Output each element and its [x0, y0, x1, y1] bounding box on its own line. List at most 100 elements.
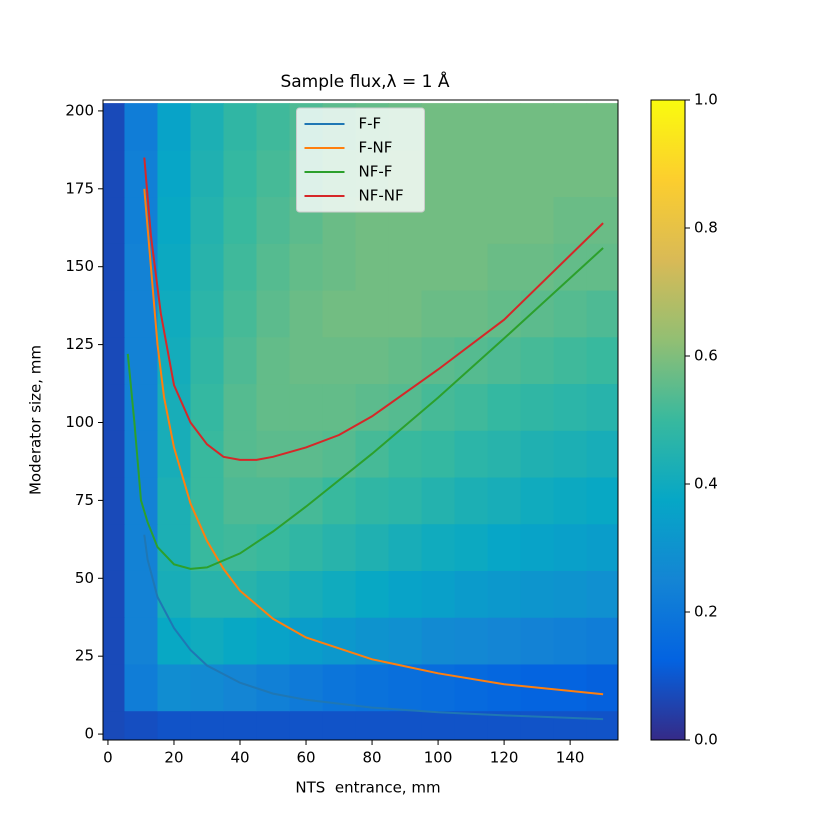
heat-cell — [487, 196, 522, 244]
heat-cell — [223, 383, 258, 431]
heat-cell — [124, 149, 158, 198]
heat-cell — [586, 290, 618, 338]
heat-cell — [520, 336, 555, 385]
heat-cell — [355, 570, 390, 618]
heat-cell — [388, 477, 423, 525]
axes-frame — [102, 99, 619, 741]
heat-cell — [421, 196, 456, 244]
y-axis-label: Moderator size, mm — [27, 345, 45, 495]
heat-cell — [553, 290, 588, 338]
heat-cell — [103, 430, 125, 478]
legend-label: F-NF — [359, 139, 393, 157]
heat-cell — [124, 523, 158, 571]
heat-cell — [190, 336, 224, 385]
heat-cell — [421, 149, 456, 198]
heat-cell — [487, 477, 522, 525]
heat-cell — [586, 663, 618, 712]
heat-cell — [103, 383, 125, 431]
heat-cell — [421, 103, 456, 151]
heat-cell — [256, 663, 291, 712]
heat-cell — [289, 570, 324, 618]
heat-cell — [388, 243, 423, 291]
heat-cell — [454, 383, 489, 431]
heat-cell — [421, 430, 456, 478]
series-line — [143, 534, 604, 721]
heat-cell — [322, 523, 357, 571]
heat-cell — [487, 149, 522, 198]
heat-cell — [355, 710, 390, 740]
heat-cell — [322, 336, 357, 385]
heat-cell — [256, 336, 291, 385]
heat-cell — [124, 290, 158, 338]
heat-cell — [421, 710, 456, 740]
heat-cell — [487, 243, 522, 291]
heat-cell — [388, 290, 423, 338]
heat-cell — [256, 477, 291, 525]
heat-cell — [586, 336, 618, 385]
x-tick-label: 20 — [164, 749, 183, 767]
heat-cell — [520, 196, 555, 244]
heat-cell — [190, 290, 224, 338]
heat-cell — [124, 430, 158, 478]
heat-cell — [553, 196, 588, 244]
heat-cell — [223, 149, 258, 198]
heat-cell — [289, 290, 324, 338]
heat-cell — [454, 430, 489, 478]
heat-cell — [223, 336, 258, 385]
heat-cell — [586, 430, 618, 478]
heat-cell — [586, 710, 618, 740]
heat-cell — [322, 710, 357, 740]
heat-cell — [487, 663, 522, 712]
heat-cell — [289, 710, 324, 740]
y-tick-label: 100 — [65, 413, 94, 431]
heat-cell — [103, 196, 125, 244]
heat-cell — [124, 383, 158, 431]
heat-cell — [454, 523, 489, 571]
heat-cell — [388, 570, 423, 618]
heat-cell — [223, 523, 258, 571]
heat-cell — [454, 477, 489, 525]
heat-cell — [289, 430, 324, 478]
heat-cell — [124, 663, 158, 712]
heat-cell — [190, 383, 224, 431]
heat-cell — [223, 196, 258, 244]
heat-cell — [421, 290, 456, 338]
heat-cell — [103, 290, 125, 338]
heat-cell — [454, 243, 489, 291]
heat-cell — [520, 617, 555, 665]
heat-cell — [553, 383, 588, 431]
heat-cell — [223, 570, 258, 618]
heat-cell — [322, 290, 357, 338]
heat-cell — [586, 383, 618, 431]
x-tick-label: 120 — [490, 749, 519, 767]
heat-cell — [157, 477, 191, 525]
chart-title: Sample flux,λ = 1 Å — [280, 70, 449, 92]
series-line — [126, 247, 604, 570]
series-line — [143, 157, 604, 461]
heat-cell — [157, 710, 191, 740]
legend-label: F-F — [359, 115, 382, 133]
heat-cell — [223, 663, 258, 712]
heat-cell — [520, 477, 555, 525]
heat-cell — [586, 243, 618, 291]
heat-cell — [454, 710, 489, 740]
heat-cell — [256, 243, 291, 291]
heat-cell — [289, 477, 324, 525]
heat-cell — [487, 570, 522, 618]
colorbar — [650, 99, 686, 741]
heat-cell — [256, 617, 291, 665]
heat-cell — [586, 196, 618, 244]
heat-cell — [355, 336, 390, 385]
heat-cell — [190, 710, 224, 740]
heat-cell — [322, 243, 357, 291]
x-tick-label: 100 — [424, 749, 453, 767]
heat-cell — [157, 243, 191, 291]
heat-cell — [223, 617, 258, 665]
heat-cell — [586, 617, 618, 665]
heat-cell — [103, 477, 125, 525]
colorbar-tick-label: 0.4 — [694, 475, 718, 493]
heat-cell — [256, 290, 291, 338]
heat-cell — [103, 710, 125, 740]
y-tick-label: 175 — [65, 179, 94, 197]
series-line — [143, 188, 604, 696]
